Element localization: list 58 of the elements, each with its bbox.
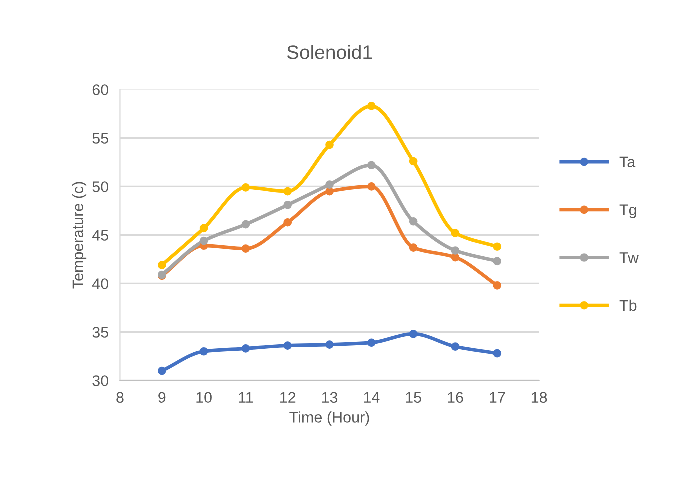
legend-label: Tb bbox=[620, 300, 637, 312]
point bbox=[368, 161, 376, 170]
point bbox=[493, 349, 502, 358]
point bbox=[158, 366, 166, 376]
y-tick-label: 55 bbox=[92, 133, 108, 144]
point bbox=[284, 218, 292, 227]
point bbox=[284, 200, 292, 210]
point bbox=[368, 182, 376, 191]
point bbox=[326, 340, 334, 349]
x-axis-title: Time (Hour) bbox=[290, 412, 370, 426]
y-tick-label: 45 bbox=[92, 230, 108, 241]
point bbox=[409, 217, 418, 226]
point bbox=[409, 244, 418, 252]
x-tick-label: 12 bbox=[280, 392, 296, 403]
x-tick-label: 10 bbox=[196, 392, 212, 404]
chart-title: Solenoid1 bbox=[287, 45, 372, 60]
point bbox=[326, 180, 334, 189]
legend-label: Ta bbox=[620, 156, 636, 168]
point bbox=[200, 236, 208, 246]
point bbox=[242, 244, 250, 253]
x-tick-label: 13 bbox=[322, 392, 338, 404]
y-tick-label: 40 bbox=[92, 278, 109, 290]
x-tick-label: 8 bbox=[116, 392, 124, 404]
point bbox=[368, 338, 376, 348]
x-tick-label: 18 bbox=[532, 392, 548, 404]
point bbox=[242, 220, 250, 229]
x-tick-label: 15 bbox=[406, 392, 422, 404]
point bbox=[493, 242, 502, 252]
point bbox=[200, 347, 208, 356]
point bbox=[451, 229, 460, 238]
point bbox=[242, 344, 250, 353]
x-tick-label: 9 bbox=[158, 392, 166, 404]
point bbox=[284, 187, 292, 196]
point bbox=[451, 253, 460, 262]
legend-label: Tg bbox=[620, 204, 636, 218]
point bbox=[451, 342, 460, 351]
point bbox=[451, 246, 460, 255]
legend-label: Tw bbox=[620, 252, 640, 264]
point bbox=[368, 102, 376, 110]
y-tick-label: 35 bbox=[92, 327, 108, 338]
y-axis-title: Temperature (c) bbox=[72, 182, 87, 289]
y-tick-label: 30 bbox=[92, 376, 109, 386]
point bbox=[409, 330, 418, 338]
point bbox=[493, 257, 502, 266]
point bbox=[326, 187, 334, 196]
point bbox=[284, 342, 292, 350]
y-tick-label: 60 bbox=[92, 84, 109, 96]
point bbox=[409, 157, 418, 166]
x-tick-label: 16 bbox=[448, 392, 464, 404]
point bbox=[242, 184, 250, 192]
point bbox=[200, 224, 208, 233]
y-tick-label: 50 bbox=[92, 182, 109, 192]
x-tick-label: 11 bbox=[239, 392, 254, 403]
x-tick-label: 14 bbox=[364, 392, 380, 403]
point bbox=[493, 282, 502, 290]
x-tick-label: 17 bbox=[490, 392, 506, 403]
point bbox=[326, 140, 334, 150]
point bbox=[158, 261, 166, 270]
